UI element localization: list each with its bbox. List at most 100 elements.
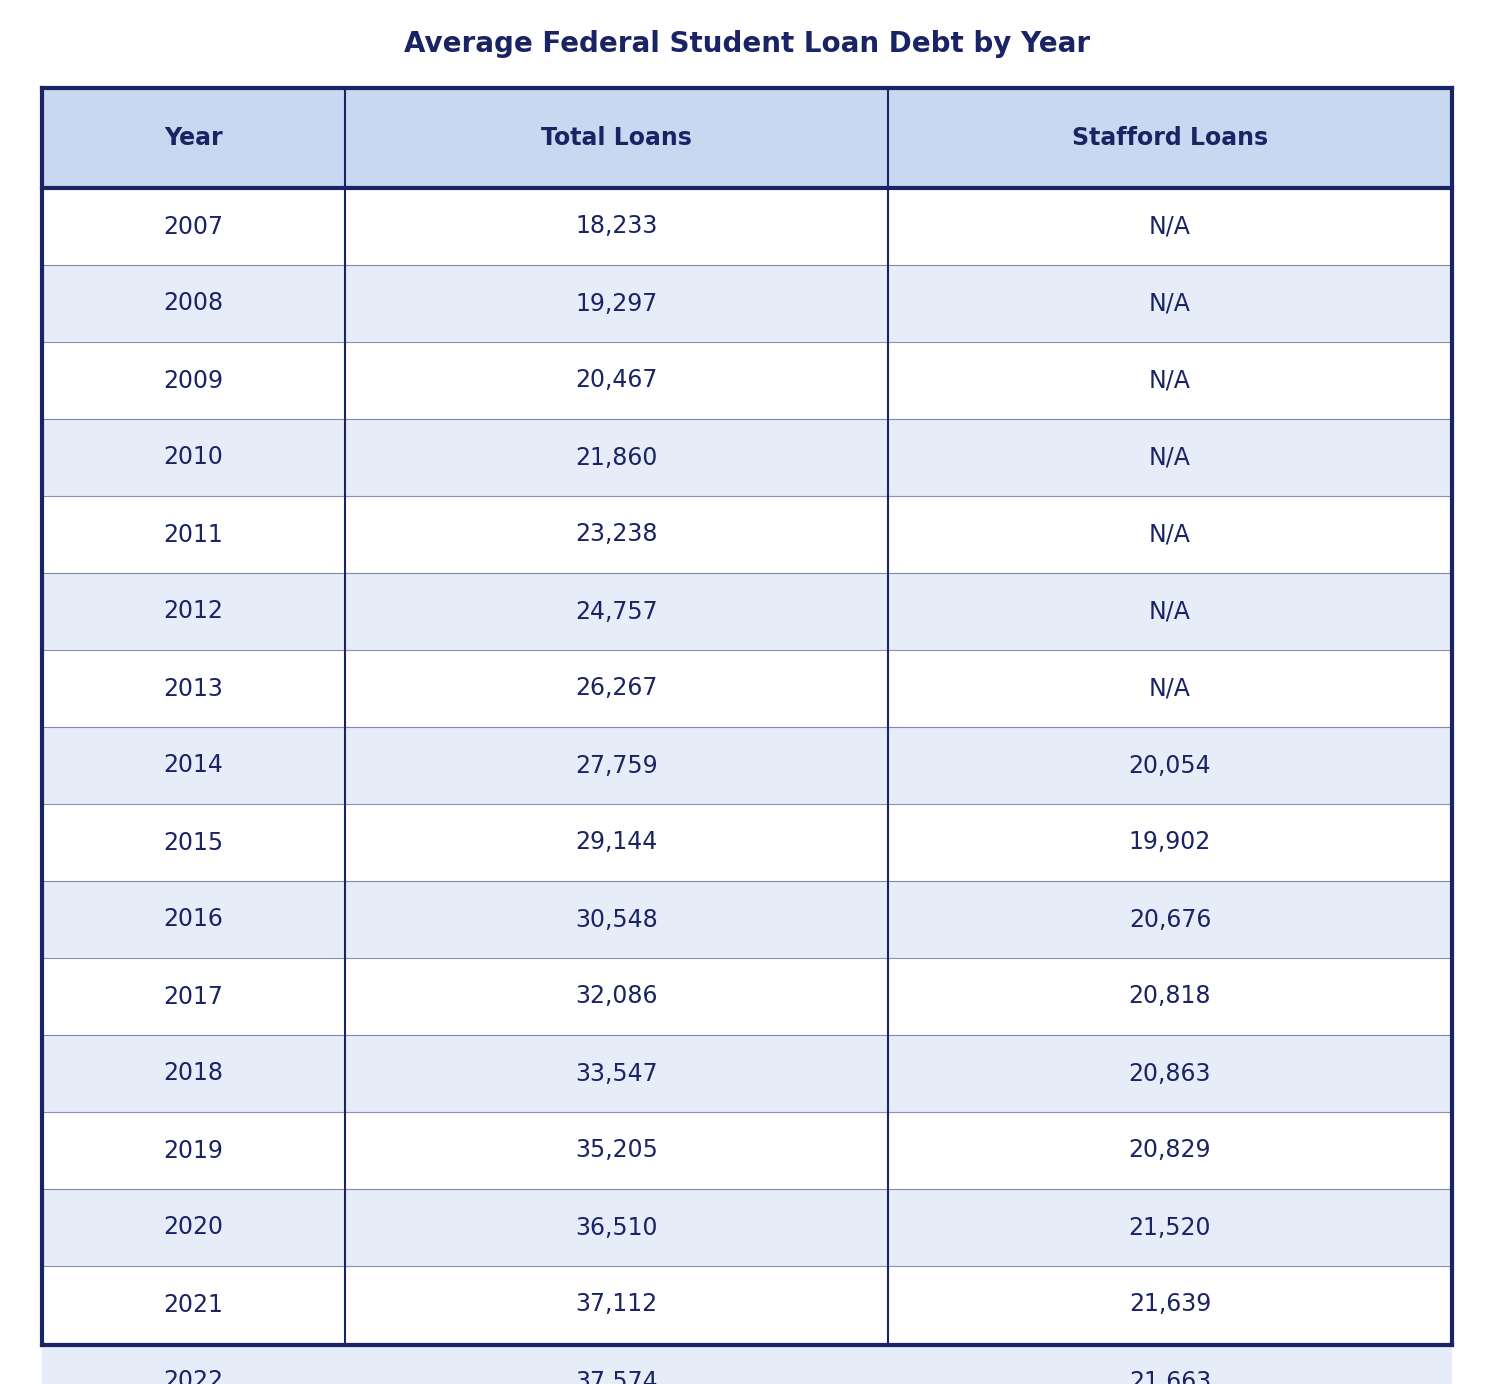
Text: 20,829: 20,829 xyxy=(1129,1139,1212,1163)
Bar xyxy=(887,188,1452,264)
Text: 21,520: 21,520 xyxy=(1129,1215,1212,1240)
Text: 2007: 2007 xyxy=(163,215,224,238)
Text: Average Federal Student Loan Debt by Year: Average Federal Student Loan Debt by Yea… xyxy=(403,30,1091,58)
Text: 33,547: 33,547 xyxy=(575,1062,657,1085)
Bar xyxy=(345,264,887,342)
Text: 37,574: 37,574 xyxy=(575,1370,657,1384)
Bar xyxy=(345,958,887,1035)
Text: 35,205: 35,205 xyxy=(575,1139,657,1163)
Bar xyxy=(345,573,887,650)
Bar xyxy=(345,650,887,727)
Bar xyxy=(887,342,1452,419)
Text: 2013: 2013 xyxy=(164,677,224,700)
Text: 24,757: 24,757 xyxy=(575,599,657,624)
Bar xyxy=(42,419,345,495)
Text: 27,759: 27,759 xyxy=(575,753,657,778)
Bar xyxy=(42,342,345,419)
Text: 2018: 2018 xyxy=(163,1062,224,1085)
Text: 2011: 2011 xyxy=(164,523,224,547)
Text: 21,860: 21,860 xyxy=(575,446,657,469)
Bar xyxy=(887,89,1452,188)
Text: 2016: 2016 xyxy=(164,908,224,931)
Bar xyxy=(887,264,1452,342)
Bar xyxy=(887,1035,1452,1111)
Text: N/A: N/A xyxy=(1149,677,1191,700)
Text: 20,863: 20,863 xyxy=(1129,1062,1212,1085)
Bar xyxy=(345,1035,887,1111)
Bar xyxy=(345,1266,887,1342)
Bar xyxy=(42,1342,345,1384)
Bar xyxy=(345,1111,887,1189)
Bar xyxy=(42,1189,345,1266)
Text: 2022: 2022 xyxy=(163,1370,224,1384)
Bar xyxy=(887,727,1452,804)
Text: 20,676: 20,676 xyxy=(1129,908,1212,931)
Bar xyxy=(42,958,345,1035)
Bar xyxy=(887,804,1452,882)
Text: N/A: N/A xyxy=(1149,368,1191,393)
Text: N/A: N/A xyxy=(1149,523,1191,547)
Bar xyxy=(887,495,1452,573)
Text: 2021: 2021 xyxy=(164,1293,224,1316)
Text: 30,548: 30,548 xyxy=(575,908,657,931)
Bar xyxy=(345,89,887,188)
Bar xyxy=(42,882,345,958)
Text: N/A: N/A xyxy=(1149,215,1191,238)
Bar xyxy=(887,958,1452,1035)
Text: 26,267: 26,267 xyxy=(575,677,657,700)
Bar xyxy=(345,727,887,804)
Bar xyxy=(345,1342,887,1384)
Bar xyxy=(345,1189,887,1266)
Bar xyxy=(887,882,1452,958)
Text: 29,144: 29,144 xyxy=(575,830,657,854)
Bar xyxy=(887,1266,1452,1342)
Text: 2015: 2015 xyxy=(163,830,224,854)
Text: Total Loans: Total Loans xyxy=(541,126,692,149)
Text: 2017: 2017 xyxy=(164,984,224,1009)
Bar xyxy=(887,1189,1452,1266)
Text: 23,238: 23,238 xyxy=(575,523,657,547)
Text: 32,086: 32,086 xyxy=(575,984,657,1009)
Text: N/A: N/A xyxy=(1149,292,1191,316)
Bar xyxy=(345,419,887,495)
Text: 20,054: 20,054 xyxy=(1128,753,1212,778)
Bar xyxy=(42,573,345,650)
Bar xyxy=(345,804,887,882)
Bar xyxy=(42,727,345,804)
Text: 19,297: 19,297 xyxy=(575,292,657,316)
Text: 21,639: 21,639 xyxy=(1129,1293,1212,1316)
Text: 2014: 2014 xyxy=(164,753,224,778)
Bar xyxy=(42,804,345,882)
Bar xyxy=(887,1111,1452,1189)
Text: 2008: 2008 xyxy=(163,292,224,316)
Text: N/A: N/A xyxy=(1149,446,1191,469)
Bar xyxy=(345,342,887,419)
Text: Stafford Loans: Stafford Loans xyxy=(1071,126,1268,149)
Text: 2010: 2010 xyxy=(164,446,224,469)
Text: 2012: 2012 xyxy=(164,599,224,624)
Text: 2020: 2020 xyxy=(163,1215,224,1240)
Bar xyxy=(887,419,1452,495)
Bar xyxy=(42,188,345,264)
Text: 20,467: 20,467 xyxy=(575,368,657,393)
Text: 18,233: 18,233 xyxy=(575,215,657,238)
Bar xyxy=(42,89,345,188)
Bar xyxy=(42,264,345,342)
Bar xyxy=(887,573,1452,650)
Bar xyxy=(42,1111,345,1189)
Text: 36,510: 36,510 xyxy=(575,1215,657,1240)
Bar xyxy=(887,650,1452,727)
Bar xyxy=(42,1035,345,1111)
Bar xyxy=(345,188,887,264)
Bar xyxy=(345,495,887,573)
Text: Year: Year xyxy=(164,126,223,149)
Bar xyxy=(42,1266,345,1342)
Bar xyxy=(42,495,345,573)
Text: 19,902: 19,902 xyxy=(1129,830,1212,854)
Bar xyxy=(887,1342,1452,1384)
Text: 2019: 2019 xyxy=(164,1139,224,1163)
Bar xyxy=(345,882,887,958)
Text: 2009: 2009 xyxy=(163,368,224,393)
Text: N/A: N/A xyxy=(1149,599,1191,624)
Text: 20,818: 20,818 xyxy=(1129,984,1212,1009)
